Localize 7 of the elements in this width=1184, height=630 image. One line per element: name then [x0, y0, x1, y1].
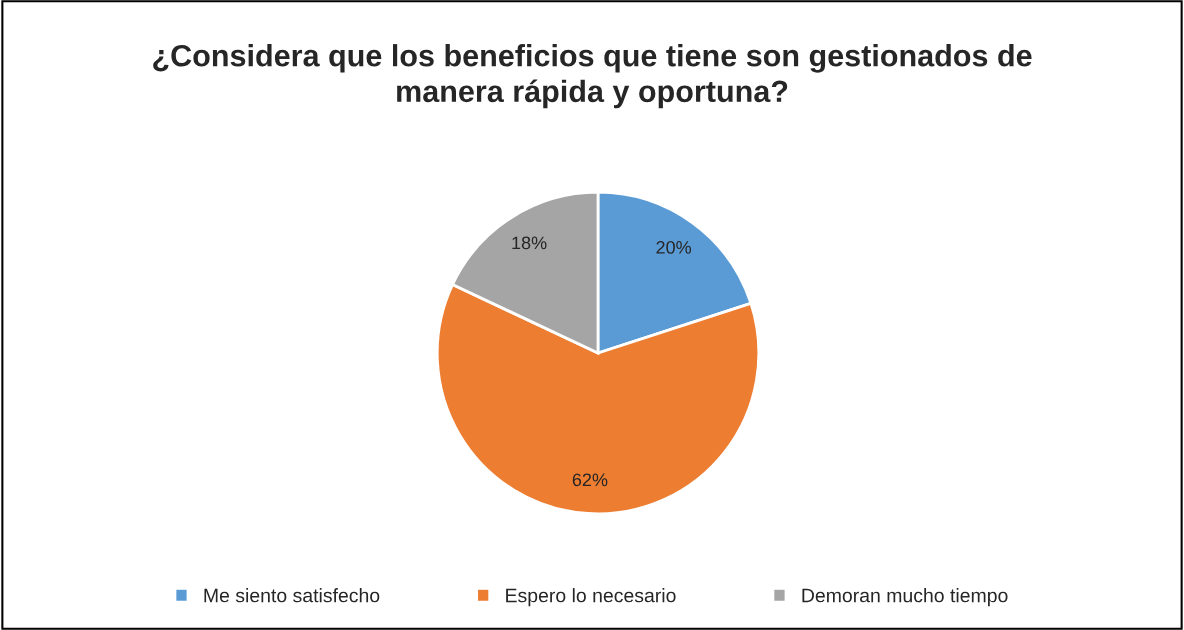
chart-title: ¿Considera que los beneficios que tiene son gestionados de manera rápida y oportuna?	[153, 44, 1032, 109]
legend-label: Me siento satisfecho	[204, 588, 380, 603]
legend-label: Espero lo necesario	[506, 588, 676, 607]
legend-label: Demoran mucho tiempo	[802, 588, 1008, 607]
data-label: 20%	[656, 241, 692, 254]
data-label: 62%	[572, 473, 608, 487]
data-label: 18%	[512, 236, 547, 250]
